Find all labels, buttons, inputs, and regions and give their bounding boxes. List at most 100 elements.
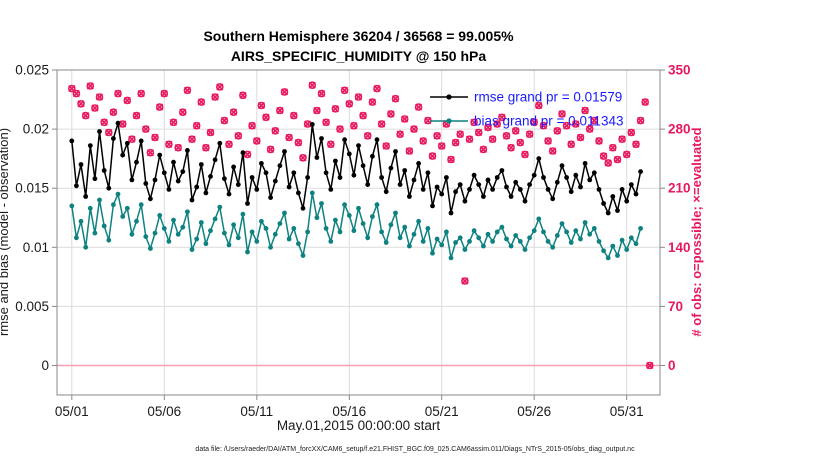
rmse-marker bbox=[291, 170, 297, 176]
rmse-marker bbox=[263, 170, 269, 176]
y-right-axis-label: # of obs: o=possible; ×=evaluated bbox=[689, 127, 704, 336]
rmse-marker bbox=[476, 182, 482, 188]
possible-obs-marker bbox=[100, 118, 108, 127]
bias-marker bbox=[531, 228, 537, 234]
rmse-marker bbox=[87, 143, 93, 149]
possible-obs-marker bbox=[470, 118, 478, 127]
rmse-marker bbox=[171, 159, 176, 165]
bias-marker bbox=[545, 239, 551, 244]
evaluated-obs-marker bbox=[211, 93, 219, 101]
evaluated-obs-marker bbox=[378, 120, 386, 128]
possible-obs-marker bbox=[387, 110, 395, 118]
bias-marker bbox=[365, 235, 371, 241]
possible-obs-marker bbox=[336, 125, 344, 133]
possible-obs-marker bbox=[146, 148, 155, 157]
rmse-marker bbox=[323, 170, 329, 176]
evaluated-obs-marker bbox=[479, 145, 487, 153]
possible-obs-marker bbox=[627, 128, 636, 137]
rmse-marker bbox=[527, 182, 532, 188]
possible-obs-marker bbox=[299, 154, 307, 162]
possible-obs-marker bbox=[498, 113, 506, 122]
bias-marker bbox=[587, 231, 593, 237]
bias-marker bbox=[402, 224, 408, 230]
x-tick-label: 05/01 bbox=[55, 404, 89, 419]
bias-marker bbox=[393, 210, 398, 216]
possible-obs-marker bbox=[211, 93, 219, 101]
bias-marker bbox=[462, 247, 468, 253]
rmse-marker bbox=[397, 182, 403, 188]
rmse-marker bbox=[217, 140, 223, 146]
bias-marker bbox=[152, 230, 158, 236]
evaluated-obs-marker bbox=[609, 144, 617, 152]
bias-marker bbox=[610, 243, 616, 249]
evaluated-obs-marker bbox=[336, 125, 344, 133]
evaluated-obs-marker bbox=[581, 106, 589, 115]
evaluated-obs-marker bbox=[285, 133, 293, 142]
bias-marker bbox=[513, 233, 519, 238]
bias-marker bbox=[263, 226, 269, 231]
bias-marker bbox=[504, 236, 509, 242]
rmse-marker bbox=[203, 190, 209, 196]
evaluated-obs-marker bbox=[507, 144, 515, 152]
y-left-tick-label: 0 bbox=[41, 358, 49, 373]
possible-obs-marker bbox=[81, 111, 90, 120]
rmse-marker bbox=[568, 189, 574, 195]
rmse-marker bbox=[309, 122, 315, 127]
possible-obs-marker bbox=[350, 121, 358, 130]
rmse-marker bbox=[115, 120, 121, 126]
chart-title: Southern Hemisphere 36204 / 36568 = 99.0… bbox=[203, 28, 514, 44]
evaluated-obs-marker bbox=[512, 127, 520, 135]
bias-marker bbox=[494, 229, 500, 235]
possible-obs-marker bbox=[521, 150, 529, 159]
possible-obs-marker bbox=[257, 101, 266, 110]
rmse-marker bbox=[605, 210, 611, 216]
bias-marker bbox=[166, 239, 172, 244]
rmse-marker bbox=[189, 197, 195, 203]
bias-marker bbox=[582, 220, 588, 225]
possible-obs-marker bbox=[382, 142, 391, 150]
possible-obs-marker bbox=[488, 135, 497, 143]
bias-marker bbox=[157, 213, 163, 218]
evaluated-obs-marker bbox=[294, 139, 302, 147]
evaluated-obs-marker bbox=[461, 277, 469, 285]
bias-marker bbox=[171, 217, 176, 223]
possible-obs-marker bbox=[585, 125, 594, 133]
bias-marker bbox=[161, 226, 167, 231]
x-tick-label: 05/21 bbox=[425, 404, 459, 419]
evaluated-obs-marker bbox=[632, 140, 640, 148]
rmse-marker bbox=[222, 176, 227, 182]
rmse-marker bbox=[157, 152, 163, 158]
possible-obs-marker bbox=[622, 150, 631, 159]
rmse-marker bbox=[166, 187, 172, 192]
possible-obs-marker bbox=[239, 91, 247, 100]
possible-obs-marker bbox=[419, 137, 428, 145]
rmse-marker bbox=[356, 143, 361, 149]
evaluated-obs-marker bbox=[428, 152, 437, 160]
rmse-marker bbox=[457, 182, 463, 188]
evaluated-obs-marker bbox=[549, 147, 557, 155]
evaluated-obs-marker bbox=[248, 122, 256, 130]
possible-obs-marker bbox=[188, 135, 196, 143]
rmse-marker bbox=[638, 169, 643, 175]
bias-marker bbox=[467, 239, 472, 244]
bias-marker bbox=[615, 253, 620, 258]
evaluated-obs-marker bbox=[91, 104, 99, 112]
possible-obs-marker bbox=[363, 132, 372, 140]
evaluated-obs-marker bbox=[253, 137, 261, 145]
legend-marker-sample bbox=[446, 94, 452, 100]
possible-obs-marker bbox=[373, 84, 381, 93]
evaluated-obs-marker bbox=[613, 155, 622, 164]
legend-label: rmse grand pr = 0.01579 bbox=[474, 90, 622, 105]
possible-obs-marker bbox=[252, 137, 261, 145]
bias-marker bbox=[360, 221, 366, 227]
bias-marker bbox=[356, 205, 361, 211]
evaluated-obs-marker bbox=[206, 128, 215, 137]
y-left-axis-label: rmse and bias (model - observation) bbox=[0, 128, 11, 336]
evaluated-obs-marker bbox=[604, 159, 612, 167]
evaluated-obs-marker bbox=[484, 123, 492, 131]
bias-marker bbox=[245, 249, 250, 255]
possible-obs-marker bbox=[128, 135, 136, 143]
bias-marker bbox=[416, 218, 421, 224]
evaluated-obs-marker bbox=[544, 137, 552, 145]
bias-marker bbox=[430, 250, 435, 256]
